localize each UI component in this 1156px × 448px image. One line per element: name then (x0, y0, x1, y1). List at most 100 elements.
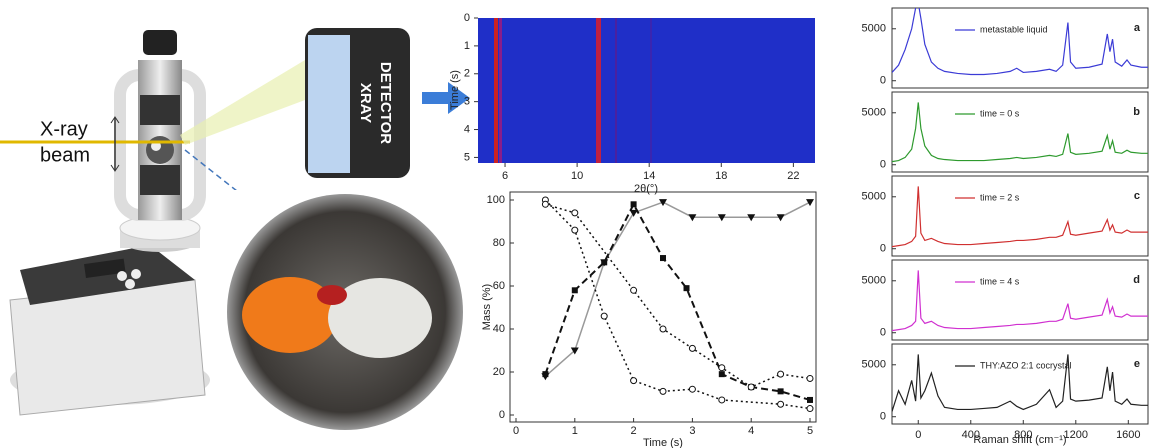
x-tick-label: 800 (1014, 429, 1032, 441)
fit-line (544, 202, 811, 401)
x-tick-label: 1 (572, 425, 578, 437)
fit-line (545, 203, 811, 388)
x-tick-label: 22 (787, 170, 799, 182)
detector-label: DETECTOR (377, 62, 394, 144)
y-tick-label: 0 (880, 327, 886, 339)
x-tick-label: 1600 (1116, 429, 1140, 441)
x-tick-label: 4 (748, 425, 754, 437)
y-tick-label: 5000 (862, 275, 886, 287)
y-axis-label: Time (s) (449, 70, 461, 110)
spectrum (892, 186, 1148, 248)
legend-label: time = 2 s (980, 192, 1020, 202)
marker (806, 374, 814, 382)
y-tick-label: 5000 (862, 359, 886, 371)
y-tick-label: 20 (493, 366, 505, 378)
marker (747, 383, 755, 391)
marker (571, 209, 579, 217)
marker (776, 214, 785, 222)
y-tick-label: 0 (880, 75, 886, 87)
marker (630, 286, 638, 294)
spectrum (892, 354, 1148, 412)
detector (305, 28, 410, 178)
x-axis-label: Time (s) (643, 437, 683, 448)
y-tick-label: 2 (464, 68, 470, 80)
mill-illustration (0, 30, 305, 416)
x-axis-label: 2θ(°) (634, 183, 658, 195)
marker (541, 200, 549, 208)
marker (570, 347, 579, 355)
legend-label: metastable liquid (980, 24, 1048, 34)
marker (601, 259, 608, 266)
panel-frame (891, 259, 1149, 341)
legend-label: time = 0 s (980, 108, 1020, 118)
y-tick-label: 0 (464, 12, 470, 24)
panel-frame (891, 91, 1149, 173)
detector-label: XRAY (357, 83, 374, 123)
sample-photo (225, 190, 463, 430)
y-tick-label: 0 (880, 411, 886, 423)
marker (747, 214, 756, 222)
marker (600, 312, 608, 320)
heatmap-image (478, 18, 815, 163)
y-tick-label: 5000 (862, 23, 886, 35)
fit-line (544, 201, 811, 377)
marker (777, 400, 785, 408)
y-tick-label: 0 (499, 409, 505, 421)
y-tick-label: 3 (464, 96, 470, 108)
x-tick-label: 0 (513, 425, 519, 437)
marker (542, 371, 549, 378)
marker (806, 405, 814, 413)
legend-label: time = 4 s (980, 276, 1020, 286)
marker (688, 344, 696, 352)
marker (659, 325, 667, 333)
y-tick-label: 5 (464, 151, 470, 163)
marker (683, 285, 690, 292)
x-tick-label: 14 (643, 170, 655, 182)
y-tick-label: 4 (464, 123, 470, 135)
panel-label: a (1134, 22, 1141, 34)
x-tick-label: 0 (915, 429, 921, 441)
x-tick-label: 2 (631, 425, 637, 437)
marker (807, 396, 813, 403)
panel-label: d (1133, 274, 1140, 286)
marker (571, 287, 578, 294)
marker (630, 377, 638, 385)
x-tick-label: 1200 (1064, 429, 1088, 441)
panel-label: b (1133, 106, 1140, 118)
x-axis-label: Raman shift (cm⁻¹) (973, 434, 1066, 446)
panel-frame (891, 7, 1149, 89)
panel-label: c (1134, 190, 1140, 202)
marker (659, 387, 667, 395)
marker (688, 214, 697, 222)
beam-label: X-ray (40, 118, 88, 140)
marker (571, 226, 579, 234)
marker (659, 199, 667, 207)
x-tick-label: 10 (571, 170, 583, 182)
panel-frame (891, 343, 1149, 425)
legend-label: THY:AZO 2:1 cocrystal (980, 360, 1072, 370)
spectrum (892, 270, 1148, 332)
plot-frame (509, 191, 817, 423)
marker (629, 209, 638, 217)
y-tick-label: 0 (880, 159, 886, 171)
marker (717, 214, 726, 222)
fit-line (544, 199, 811, 410)
y-tick-label: 5000 (862, 107, 886, 119)
y-tick-label: 100 (487, 194, 505, 206)
marker (660, 255, 666, 262)
spectrum (892, 102, 1148, 163)
y-tick-label: 80 (493, 237, 505, 249)
marker (688, 385, 696, 393)
spectrum (892, 8, 1148, 76)
panel-frame (891, 175, 1149, 257)
x-tick-label: 3 (689, 425, 695, 437)
panel-label: e (1134, 358, 1140, 370)
beam-label: beam (40, 144, 90, 166)
marker (806, 199, 814, 207)
y-tick-label: 5000 (862, 191, 886, 203)
marker (718, 396, 726, 404)
y-tick-label: 0 (880, 243, 886, 255)
y-tick-label: 40 (493, 323, 505, 335)
marker (630, 201, 637, 208)
